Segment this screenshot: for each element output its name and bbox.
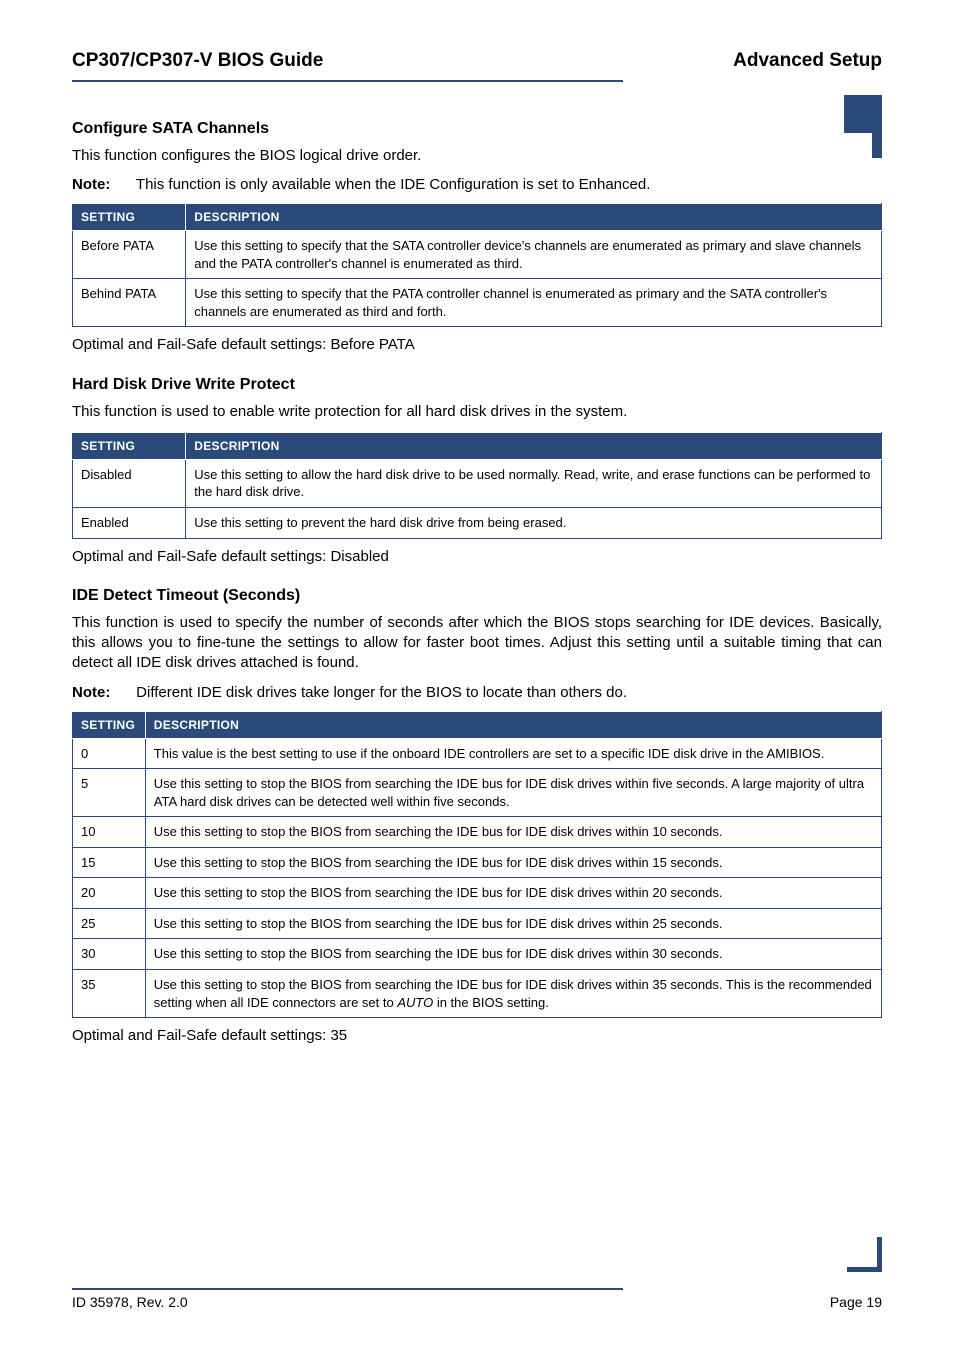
sata-table: SETTING DESCRIPTION Before PATA Use this…: [72, 203, 882, 327]
default-ide: Optimal and Fail-Safe default settings: …: [72, 1026, 882, 1046]
cell-description: Use this setting to stop the BIOS from s…: [145, 847, 881, 878]
cell-description: Use this setting to stop the BIOS from s…: [145, 769, 881, 817]
section-title-sata: Configure SATA Channels: [72, 120, 882, 138]
cell-description: This value is the best setting to use if…: [145, 738, 881, 769]
hdd-table: SETTING DESCRIPTION Disabled Use this se…: [72, 432, 882, 539]
footer-rule: [72, 1288, 623, 1290]
cell-description: Use this setting to specify that the SAT…: [186, 231, 882, 279]
table-row: Behind PATA Use this setting to specify …: [73, 279, 882, 327]
table-row: Before PATA Use this setting to specify …: [73, 231, 882, 279]
cell-setting: 35: [73, 969, 146, 1017]
page-footer: ID 35978, Rev. 2.0 Page 19: [72, 1294, 882, 1310]
cell-description: Use this setting to stop the BIOS from s…: [145, 817, 881, 848]
default-sata: Optimal and Fail-Safe default settings: …: [72, 335, 882, 355]
table-row: 35Use this setting to stop the BIOS from…: [73, 969, 882, 1017]
cell-setting: Behind PATA: [73, 279, 186, 327]
section-note-sata: Note: This function is only available wh…: [72, 176, 882, 193]
section-note-ide: Note: Different IDE disk drives take lon…: [72, 684, 882, 701]
th-description: DESCRIPTION: [186, 432, 882, 459]
table-row: Disabled Use this setting to allow the h…: [73, 459, 882, 507]
page-header: CP307/CP307-V BIOS Guide Advanced Setup: [72, 50, 882, 72]
section-title-ide: IDE Detect Timeout (Seconds): [72, 587, 882, 605]
th-setting: SETTING: [73, 432, 186, 459]
note-label: Note:: [72, 684, 132, 701]
ide-table: SETTING DESCRIPTION 0This value is the b…: [72, 711, 882, 1018]
cell-setting: 25: [73, 908, 146, 939]
cell-setting: 0: [73, 738, 146, 769]
table-row: 5Use this setting to stop the BIOS from …: [73, 769, 882, 817]
header-rule: [72, 80, 623, 82]
table-row: 10Use this setting to stop the BIOS from…: [73, 817, 882, 848]
default-hdd: Optimal and Fail-Safe default settings: …: [72, 547, 882, 567]
cell-description: Use this setting to allow the hard disk …: [186, 459, 882, 507]
cell-setting: 5: [73, 769, 146, 817]
header-right: Advanced Setup: [733, 50, 882, 72]
table-row: Enabled Use this setting to prevent the …: [73, 508, 882, 539]
section-intro-sata: This function configures the BIOS logica…: [72, 146, 882, 166]
footer-left: ID 35978, Rev. 2.0: [72, 1294, 188, 1310]
note-label: Note:: [72, 176, 132, 193]
section-intro-ide: This function is used to specify the num…: [72, 613, 882, 674]
cell-setting: Before PATA: [73, 231, 186, 279]
table-row: 25Use this setting to stop the BIOS from…: [73, 908, 882, 939]
cell-setting: Disabled: [73, 459, 186, 507]
cell-description: Use this setting to stop the BIOS from s…: [145, 908, 881, 939]
cell-description: Use this setting to stop the BIOS from s…: [145, 878, 881, 909]
th-description: DESCRIPTION: [145, 711, 881, 738]
footer-right: Page 19: [830, 1294, 882, 1310]
brand-logo-icon: [837, 95, 882, 140]
cell-description: Use this setting to specify that the PAT…: [186, 279, 882, 327]
th-description: DESCRIPTION: [186, 204, 882, 231]
cell-setting: 20: [73, 878, 146, 909]
cell-description: Use this setting to stop the BIOS from s…: [145, 939, 881, 970]
cell-description: Use this setting to stop the BIOS from s…: [145, 969, 881, 1017]
cell-description: Use this setting to prevent the hard dis…: [186, 508, 882, 539]
cell-setting: 15: [73, 847, 146, 878]
note-text: Different IDE disk drives take longer fo…: [136, 684, 627, 701]
section-title-hdd: Hard Disk Drive Write Protect: [72, 376, 882, 394]
cell-setting: Enabled: [73, 508, 186, 539]
th-setting: SETTING: [73, 204, 186, 231]
th-setting: SETTING: [73, 711, 146, 738]
section-intro-hdd: This function is used to enable write pr…: [72, 402, 882, 422]
table-row: 0This value is the best setting to use i…: [73, 738, 882, 769]
cell-setting: 30: [73, 939, 146, 970]
table-row: 20Use this setting to stop the BIOS from…: [73, 878, 882, 909]
table-row: 15Use this setting to stop the BIOS from…: [73, 847, 882, 878]
table-row: 30Use this setting to stop the BIOS from…: [73, 939, 882, 970]
header-left: CP307/CP307-V BIOS Guide: [72, 50, 323, 72]
cell-setting: 10: [73, 817, 146, 848]
note-text: This function is only available when the…: [136, 176, 650, 193]
corner-decoration-icon: [847, 1237, 882, 1272]
